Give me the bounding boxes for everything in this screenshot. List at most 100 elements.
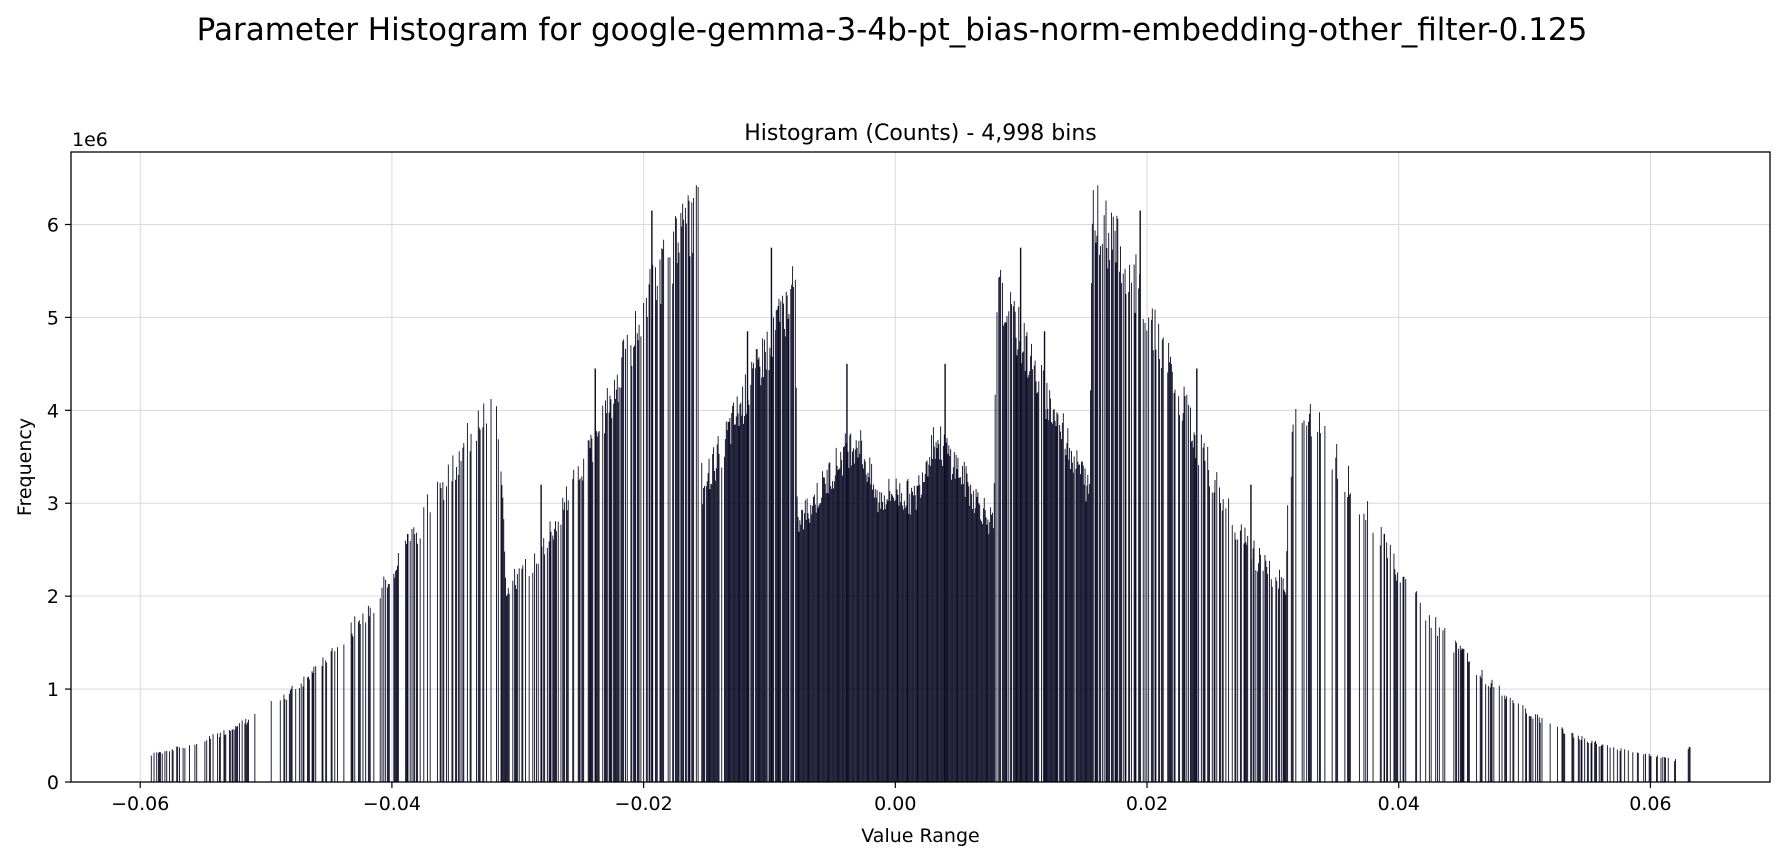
histogram-bar [1119,271,1121,782]
histogram-bar [688,200,690,783]
histogram-bar [854,449,856,782]
histogram-bar [1057,414,1059,782]
histogram-bar [1107,268,1109,782]
histogram-bar [1689,747,1691,782]
histogram-bar [933,446,935,782]
histogram-bar [1033,365,1035,782]
histogram-bar [439,482,441,782]
histogram-bar [552,535,554,782]
histogram-bar [1090,283,1092,782]
histogram-bar [1128,292,1130,782]
histogram-bar [645,297,647,782]
histogram-bar [1169,362,1171,782]
histogram-bar [1591,740,1593,782]
histogram-bar [1025,336,1027,782]
histogram-bar [813,496,814,782]
histogram-bar [352,636,354,782]
histogram-bar [1613,747,1615,782]
histogram-bar [843,447,844,782]
histogram-bar [1660,757,1662,782]
histogram-bar [942,445,944,782]
histogram-bar [1606,745,1608,782]
histogram-bar [697,186,699,783]
histogram-bar [483,403,485,782]
histogram-bar [1021,363,1022,782]
x-tick-label: −0.06 [111,793,169,815]
histogram-bar [553,539,555,782]
y-tick-label: 3 [47,493,59,515]
histogram-bar [582,480,584,782]
histogram-bar [847,451,849,782]
histogram-bar [1018,306,1020,782]
histogram-bar [537,563,539,782]
histogram-bar [1309,413,1310,782]
histogram-bar [1609,747,1611,782]
histogram-bar [705,486,707,782]
histogram-bar [1192,447,1194,782]
histogram-bar [1287,505,1289,782]
histogram-bar [786,295,788,782]
histogram-bar [967,482,969,782]
histogram-bar [850,433,852,782]
histogram-bar [1064,448,1066,782]
histogram-bar [1124,268,1126,782]
histogram-bar [1081,461,1082,782]
histogram-bar [1190,407,1191,782]
histogram-bar [1562,728,1564,782]
histogram-bar [829,462,831,782]
histogram-bar [1324,425,1326,782]
histogram-bar [869,457,871,782]
histogram-bar [1275,577,1277,782]
histogram-bar [827,493,829,782]
histogram-bar [1349,493,1351,782]
histogram-bar [1636,752,1638,782]
x-tick-label: 0.02 [1126,793,1168,815]
histogram-bar [1082,465,1084,782]
histogram-bar [661,248,663,782]
histogram-bar [535,563,537,782]
histogram-bar [1001,282,1003,782]
histogram-bar [1399,582,1401,782]
histogram-bar [436,481,438,782]
histogram-spike-bar [746,331,749,782]
histogram-bar [1363,513,1365,782]
histogram-bar [706,481,708,782]
histogram-bar [828,463,830,782]
histogram-bar [1282,578,1284,782]
histogram-bar [707,473,709,782]
histogram-bar [1182,413,1184,782]
histogram-bar [878,502,880,782]
histogram-bar [1200,434,1202,782]
histogram-bar [724,456,725,782]
histogram-bar [879,491,881,782]
histogram-bar [825,493,827,782]
histogram-bar [659,259,661,783]
histogram-bar [367,605,369,782]
histogram-bar [1115,262,1117,782]
histogram-bar [762,338,764,782]
histogram-bar [1184,396,1186,782]
histogram-bar [655,299,657,782]
histogram-bar [1198,465,1200,782]
histogram-bar [1485,684,1487,782]
histogram-bar [159,751,160,782]
histogram-bar [622,341,624,782]
histogram-bar [397,553,399,782]
histogram-bar [920,497,922,782]
histogram-bar [512,580,514,782]
histogram-bar [1080,474,1081,782]
histogram-bar [984,509,986,782]
histogram-bar [1337,478,1339,782]
histogram-bar [634,345,635,782]
histogram-bar [873,497,875,782]
histogram-bar [423,507,425,782]
histogram-bar [235,725,237,782]
histogram-bar [803,529,804,782]
histogram-bar [1101,243,1103,782]
histogram-bar [1308,421,1309,782]
histogram-bar [748,404,750,782]
histogram-bar [921,494,923,782]
histogram-bar [591,438,593,782]
histogram-bar [793,287,794,782]
histogram-bar [796,496,798,782]
